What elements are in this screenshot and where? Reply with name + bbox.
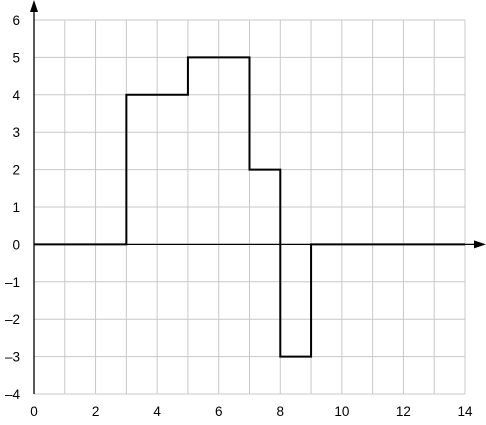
y-tick-label: 6 [12,13,20,28]
x-tick-labels: 0 2 4 6 8 10 12 14 [30,404,473,419]
x-tick-label: 10 [334,404,349,419]
y-tick-label: 1 [12,200,20,215]
y-axis-arrow [30,0,38,12]
y-tick-label: –4 [5,387,21,402]
x-tick-label: 12 [396,404,411,419]
y-tick-label: 4 [12,88,20,103]
x-tick-label: 2 [92,404,100,419]
y-tick-labels: 6 5 4 3 2 1 0 –1 –2 –3 –4 [5,13,21,402]
y-tick-label: –2 [5,312,20,327]
axes [30,0,486,394]
x-tick-label: 6 [215,404,223,419]
y-tick-label: 0 [12,237,20,252]
x-axis-arrow [474,240,486,248]
x-tick-label: 14 [457,404,473,419]
y-tick-label: 5 [12,50,20,65]
y-tick-label: –1 [5,275,20,290]
y-tick-label: –3 [5,350,20,365]
x-tick-label: 4 [153,404,161,419]
y-tick-label: 3 [12,125,20,140]
x-tick-label: 8 [277,404,285,419]
y-tick-label: 2 [12,163,20,178]
x-tick-label: 0 [30,404,38,419]
